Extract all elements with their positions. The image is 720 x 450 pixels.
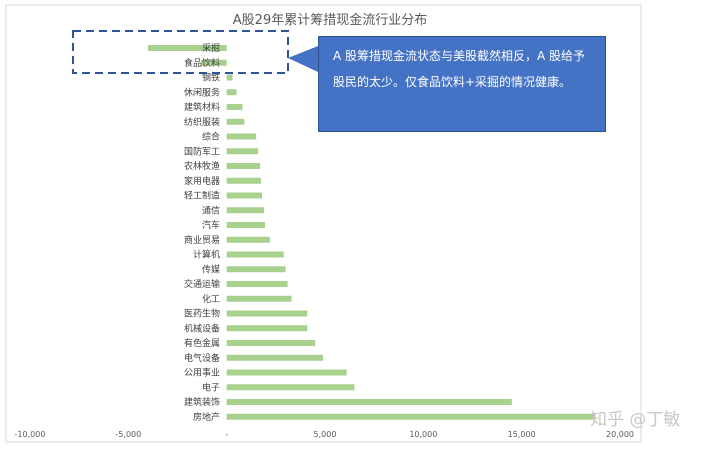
category-label: 建筑装饰 <box>184 396 220 408</box>
bar <box>201 59 227 66</box>
category-label: 公用事业 <box>184 367 220 379</box>
callout-box: A 股筹措现金流状态与美股截然相反，A 股给予股民的太少。仅食品饮料+采掘的情况… <box>318 36 606 132</box>
category-label: 采掘 <box>202 42 220 54</box>
category-label: 纺织服装 <box>184 116 220 128</box>
bar <box>226 74 233 81</box>
x-tick-labels: -10,000 -5,000-5,000 10,000 15,000 20,000 <box>15 430 634 439</box>
x-tick-label: 5,000 <box>314 430 337 439</box>
bar <box>226 295 292 302</box>
bar <box>226 354 324 361</box>
callout-text: A 股筹措现金流状态与美股截然相反，A 股给予股民的太少。仅食品饮料+采掘的情况… <box>333 49 586 89</box>
x-tick-label: -5,000 <box>115 430 141 439</box>
x-tick-label: 20,000 <box>606 430 634 439</box>
bar <box>226 251 284 258</box>
bar <box>226 310 308 317</box>
bar <box>226 163 261 169</box>
category-label: 轻工制造 <box>184 190 220 202</box>
category-label: 钢铁 <box>202 72 220 84</box>
category-label: 电子 <box>202 381 220 393</box>
category-label: 建筑材料 <box>184 101 220 113</box>
x-tick-label: 15,000 <box>508 430 536 439</box>
highlight-box <box>72 30 289 74</box>
bar <box>226 384 355 391</box>
category-label: 机械设备 <box>184 322 220 334</box>
chart-border <box>5 4 642 443</box>
category-label: 农林牧渔 <box>184 160 220 172</box>
bar <box>226 177 262 184</box>
category-label: 医药生物 <box>184 308 220 320</box>
x-tick-label: 10,000 <box>409 430 437 439</box>
category-label: 有色金属 <box>184 337 220 349</box>
bar <box>226 222 266 228</box>
chart-title: A股29年累计筹措现金流行业分布 <box>233 12 427 28</box>
category-label: 房地产 <box>193 411 220 423</box>
bar <box>226 325 308 332</box>
category-label: 通信 <box>202 204 220 216</box>
category-label: 国防军工 <box>184 145 220 157</box>
x-tick-label: - <box>225 430 228 439</box>
category-label: 计算机 <box>193 249 220 261</box>
bar <box>226 207 265 214</box>
category-label: 休闲服务 <box>184 86 220 98</box>
bar <box>226 399 512 405</box>
bar <box>226 236 270 243</box>
bar <box>226 104 243 110</box>
category-label: 综合 <box>202 131 220 143</box>
bar <box>226 340 316 346</box>
bar <box>226 413 595 420</box>
bar <box>226 369 347 376</box>
bar <box>226 118 245 125</box>
category-label: 汽车 <box>202 219 220 231</box>
category-label: 家用电器 <box>184 175 220 187</box>
bar <box>226 148 259 155</box>
category-label: 传媒 <box>202 263 220 275</box>
category-label: 食品饮料 <box>184 57 220 69</box>
watermark: 知乎 @丁敏 <box>590 410 680 430</box>
bar <box>226 281 288 287</box>
category-label: 商业贸易 <box>184 234 220 246</box>
category-label: 交通运输 <box>184 278 220 290</box>
category-label: 化工 <box>202 293 220 305</box>
bar <box>226 133 257 140</box>
category-labels: 采掘食品饮料钢铁休闲服务建筑材料纺织服装综合国防军工农林牧渔家用电器轻工制造通信… <box>184 42 220 423</box>
bars-group <box>148 45 595 420</box>
bar <box>226 266 286 273</box>
bar <box>226 192 263 199</box>
bar <box>226 89 237 96</box>
category-label: 电气设备 <box>184 352 220 364</box>
x-tick-label: -10,000 <box>15 430 46 439</box>
bar <box>148 45 227 51</box>
